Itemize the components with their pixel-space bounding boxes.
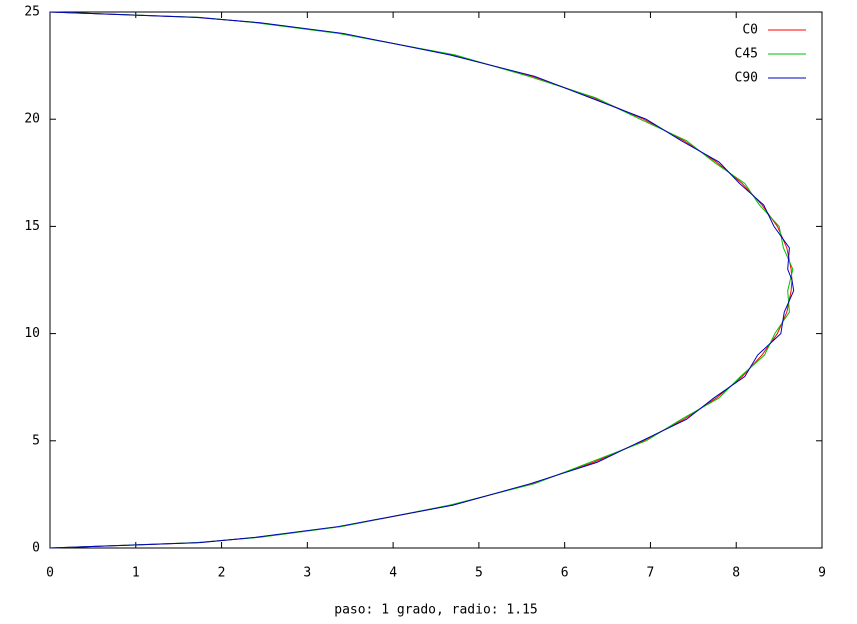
- x-tick-label: 4: [389, 566, 397, 581]
- series-line: [49, 11, 793, 549]
- plot-frame: [49, 11, 823, 549]
- legend-label: C45: [735, 47, 758, 62]
- x-tick-label: 0: [46, 566, 54, 581]
- y-tick-label: 10: [24, 326, 40, 341]
- x-tick-label: 5: [475, 566, 483, 581]
- x-axis-label: paso: 1 grado, radio: 1.15: [334, 603, 538, 618]
- y-tick-label: 20: [24, 112, 40, 127]
- x-tick-label: 8: [732, 566, 740, 581]
- x-tick-label: 2: [218, 566, 226, 581]
- series-line: [49, 11, 794, 549]
- x-tick-label: 1: [132, 566, 140, 581]
- y-tick-label: 0: [32, 541, 40, 556]
- legend-label: C90: [735, 71, 758, 86]
- y-tick-label: 5: [32, 433, 40, 448]
- x-tick-label: 7: [647, 566, 655, 581]
- x-tick-label: 6: [561, 566, 569, 581]
- legend-label: C0: [742, 23, 758, 38]
- x-tick-label: 9: [818, 566, 826, 581]
- series-line: [49, 11, 795, 549]
- y-tick-label: 15: [24, 219, 40, 234]
- x-tick-label: 3: [303, 566, 311, 581]
- y-tick-label: 25: [24, 5, 40, 20]
